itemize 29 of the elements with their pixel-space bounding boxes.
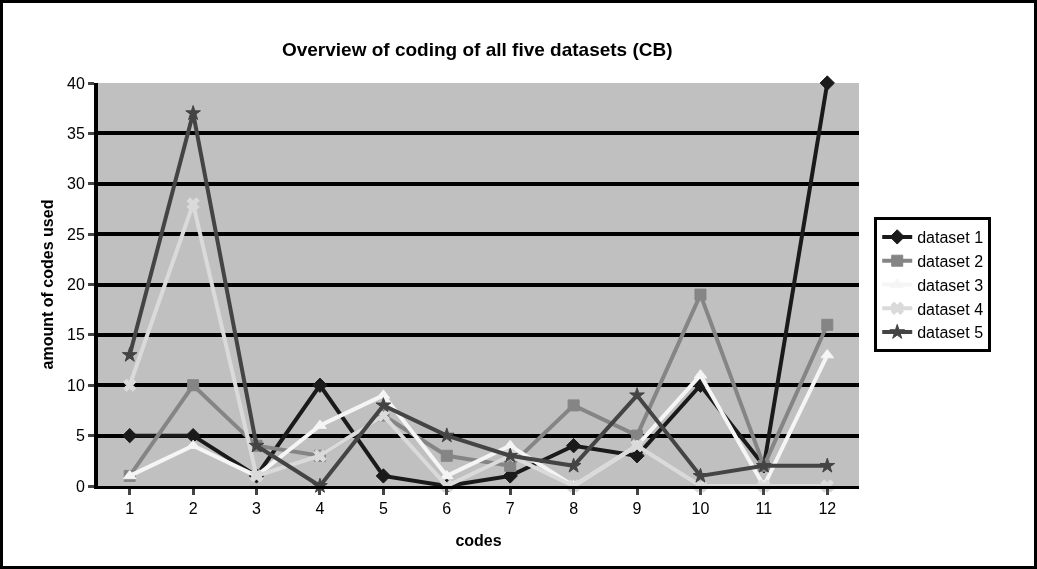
y-tick-label: 25 [67,225,85,243]
y-tick-label: 10 [67,376,85,394]
x-tick-label: 8 [569,500,579,518]
chart-title: Overview of coding of all five datasets (CB) [281,38,673,60]
x-tick-label: 4 [315,500,325,518]
y-tick-label: 0 [75,477,85,495]
legend-label: dataset 2 [917,252,984,270]
y-tick-label: 15 [67,326,85,344]
x-tick-label: 3 [252,500,262,518]
x-tick-label: 2 [188,500,198,518]
y-axis-title: amount of codes used [39,199,56,370]
x-axis-title: codes [455,532,502,549]
legend-label: dataset 4 [917,300,984,318]
x-tick-label: 9 [632,500,642,518]
legend-label: dataset 5 [917,324,984,342]
y-tick-label: 40 [67,74,85,92]
legend-label: dataset 3 [917,276,984,294]
y-tick-label: 20 [67,276,85,294]
x-tick-label: 11 [755,500,773,518]
x-tick-label: 10 [691,500,710,518]
x-tick-label: 7 [505,500,515,518]
x-tick-label: 1 [125,500,135,518]
x-tick-label: 12 [818,500,837,518]
y-tick-label: 35 [67,124,85,142]
x-tick-label: 5 [378,500,388,518]
y-tick-label: 30 [67,175,85,193]
x-tick-label: 6 [442,500,452,518]
legend-label: dataset 1 [917,229,984,247]
y-tick-label: 5 [75,427,85,445]
